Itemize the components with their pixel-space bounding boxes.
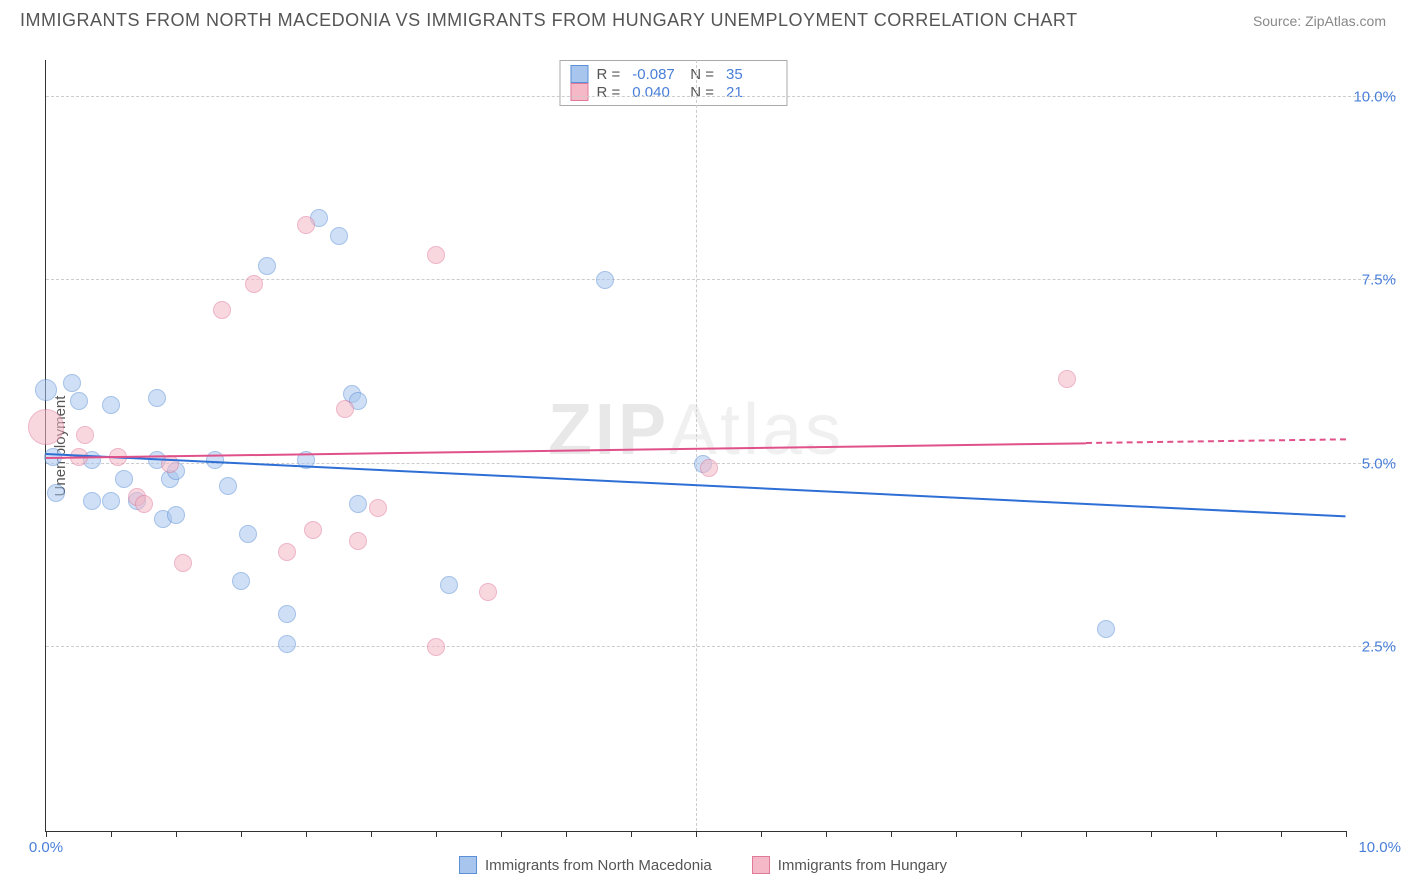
x-tick-mark bbox=[826, 831, 827, 837]
trend-line bbox=[46, 442, 1086, 459]
data-point bbox=[102, 396, 120, 414]
legend-row: R = -0.087 N = 35 bbox=[570, 65, 776, 83]
x-tick-mark bbox=[501, 831, 502, 837]
legend-r-value: -0.087 bbox=[632, 66, 682, 83]
data-point bbox=[115, 470, 133, 488]
data-point bbox=[148, 389, 166, 407]
data-point bbox=[278, 543, 296, 561]
x-tick-mark bbox=[1021, 831, 1022, 837]
x-tick-mark bbox=[696, 831, 697, 837]
data-point bbox=[330, 227, 348, 245]
data-point bbox=[1058, 370, 1076, 388]
data-point bbox=[161, 455, 179, 473]
legend-r-label: R = bbox=[596, 66, 620, 83]
data-point bbox=[245, 275, 263, 293]
x-tick-mark bbox=[1281, 831, 1282, 837]
data-point bbox=[28, 409, 64, 445]
correlation-legend: R = -0.087 N = 35 R = 0.040 N = 21 bbox=[559, 60, 787, 106]
legend-swatch bbox=[752, 856, 770, 874]
x-tick-label: 10.0% bbox=[1358, 839, 1401, 856]
series-legend: Immigrants from North Macedonia Immigrant… bbox=[459, 856, 947, 874]
x-tick-mark bbox=[436, 831, 437, 837]
legend-swatch bbox=[459, 856, 477, 874]
x-tick-mark bbox=[631, 831, 632, 837]
x-tick-mark bbox=[176, 831, 177, 837]
chart-title: IMMIGRANTS FROM NORTH MACEDONIA VS IMMIG… bbox=[20, 10, 1078, 31]
data-point bbox=[427, 246, 445, 264]
legend-r-label: R = bbox=[596, 84, 620, 101]
x-tick-mark bbox=[111, 831, 112, 837]
data-point bbox=[479, 583, 497, 601]
x-tick-mark bbox=[46, 831, 47, 837]
legend-label: Immigrants from North Macedonia bbox=[485, 857, 712, 874]
legend-item: Immigrants from Hungary bbox=[752, 856, 947, 874]
scatter-chart: ZIPAtlas R =-0.087N =35R =0.040N =21 2.5… bbox=[45, 60, 1346, 832]
legend-n-label: N = bbox=[690, 66, 714, 83]
x-tick-label: 0.0% bbox=[29, 839, 63, 856]
data-point bbox=[83, 492, 101, 510]
data-point bbox=[440, 576, 458, 594]
data-point bbox=[167, 506, 185, 524]
data-point bbox=[349, 532, 367, 550]
x-tick-mark bbox=[1151, 831, 1152, 837]
x-tick-mark bbox=[241, 831, 242, 837]
data-point bbox=[135, 495, 153, 513]
data-point bbox=[76, 426, 94, 444]
x-tick-mark bbox=[891, 831, 892, 837]
x-tick-mark bbox=[1216, 831, 1217, 837]
source-label: Source: ZipAtlas.com bbox=[1253, 13, 1386, 29]
legend-r-value: 0.040 bbox=[632, 84, 682, 101]
x-tick-mark bbox=[761, 831, 762, 837]
gridline-h bbox=[46, 646, 1396, 647]
data-point bbox=[219, 477, 237, 495]
x-tick-mark bbox=[566, 831, 567, 837]
gridline-h bbox=[46, 96, 1396, 97]
data-point bbox=[596, 271, 614, 289]
y-tick-label: 7.5% bbox=[1362, 272, 1396, 289]
data-point bbox=[258, 257, 276, 275]
data-point bbox=[35, 379, 57, 401]
legend-swatch bbox=[570, 65, 588, 83]
data-point bbox=[278, 635, 296, 653]
gridline-v bbox=[696, 60, 697, 831]
x-tick-mark bbox=[371, 831, 372, 837]
x-tick-mark bbox=[1346, 831, 1347, 837]
data-point bbox=[239, 525, 257, 543]
data-point bbox=[174, 554, 192, 572]
x-tick-mark bbox=[956, 831, 957, 837]
data-point bbox=[304, 521, 322, 539]
legend-label: Immigrants from Hungary bbox=[778, 857, 947, 874]
data-point bbox=[102, 492, 120, 510]
legend-n-label: N = bbox=[690, 84, 714, 101]
y-tick-label: 2.5% bbox=[1362, 639, 1396, 656]
data-point bbox=[1097, 620, 1115, 638]
data-point bbox=[213, 301, 231, 319]
y-tick-label: 5.0% bbox=[1362, 455, 1396, 472]
legend-row: R = 0.040 N = 21 bbox=[570, 83, 776, 101]
legend-swatch bbox=[570, 83, 588, 101]
data-point bbox=[63, 374, 81, 392]
data-point bbox=[232, 572, 250, 590]
data-point bbox=[70, 392, 88, 410]
x-tick-mark bbox=[306, 831, 307, 837]
watermark-bold: ZIP bbox=[548, 390, 669, 470]
data-point bbox=[336, 400, 354, 418]
data-point bbox=[369, 499, 387, 517]
data-point bbox=[47, 484, 65, 502]
legend-item: Immigrants from North Macedonia bbox=[459, 856, 712, 874]
data-point bbox=[278, 605, 296, 623]
y-tick-label: 10.0% bbox=[1353, 88, 1396, 105]
legend-n-value: 35 bbox=[726, 66, 776, 83]
trend-line-dashed bbox=[1086, 438, 1346, 444]
data-point bbox=[427, 638, 445, 656]
data-point bbox=[297, 216, 315, 234]
legend-n-value: 21 bbox=[726, 84, 776, 101]
data-point bbox=[349, 495, 367, 513]
x-tick-mark bbox=[1086, 831, 1087, 837]
data-point bbox=[700, 459, 718, 477]
